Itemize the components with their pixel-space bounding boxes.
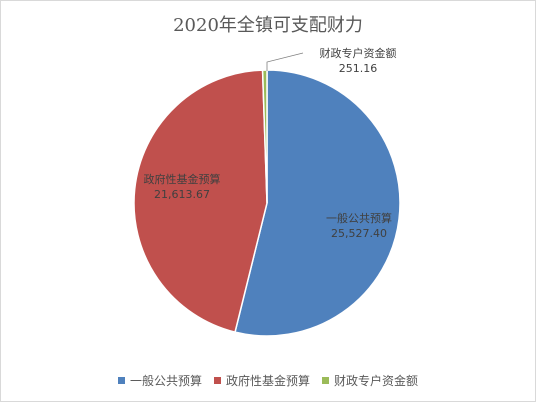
pie-slice-0 bbox=[234, 69, 401, 337]
legend-label-1: 政府性基金预算 bbox=[225, 374, 310, 388]
chart-legend: 一般公共预算 政府性基金预算 财政专户资金额 bbox=[1, 372, 535, 389]
slice-leader-line-2 bbox=[266, 52, 304, 71]
pie-plot: 一般公共预算 25,527.40 政府性基金预算 21,613.67 财政专户资… bbox=[133, 46, 401, 337]
slice-label-category-1: 政府性基金预算 bbox=[144, 172, 221, 186]
slice-label-category-0: 一般公共预算 bbox=[326, 211, 392, 225]
legend-swatch-1 bbox=[213, 377, 221, 384]
legend-item-1: 政府性基金预算 bbox=[213, 372, 310, 389]
slice-label-category-2: 财政专户资金额 bbox=[320, 46, 397, 60]
legend-label-2: 财政专户资金额 bbox=[334, 374, 419, 388]
slice-label-value-1: 21,613.67 bbox=[154, 188, 210, 201]
legend-label-0: 一般公共预算 bbox=[129, 374, 202, 388]
pie-slice-1 bbox=[133, 69, 268, 334]
slice-label-value-2: 251.16 bbox=[339, 62, 378, 75]
slice-label-value-0: 25,527.40 bbox=[331, 227, 387, 240]
legend-swatch-0 bbox=[117, 377, 125, 384]
legend-swatch-2 bbox=[322, 377, 329, 384]
chart-title: 2020年全镇可支配财力 bbox=[173, 15, 363, 36]
legend-item-0: 一般公共预算 bbox=[117, 372, 202, 389]
legend-item-2: 财政专户资金额 bbox=[322, 372, 418, 389]
